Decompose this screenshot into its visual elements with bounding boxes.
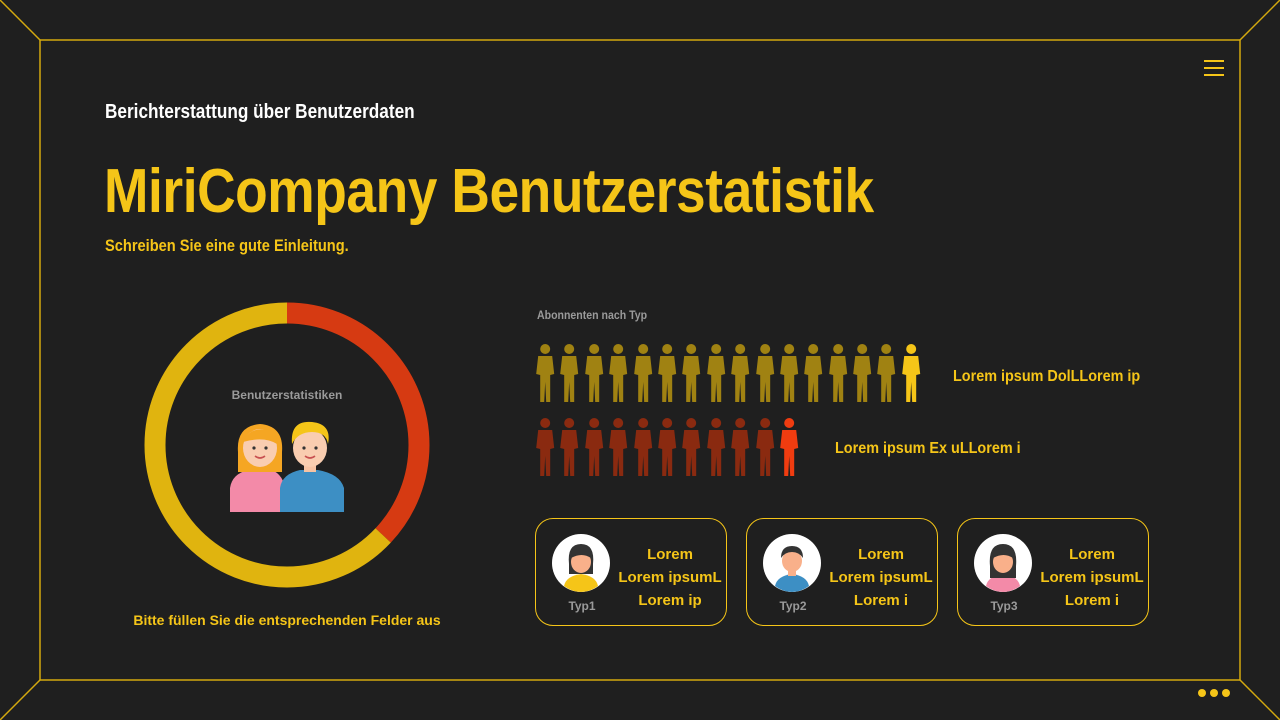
page-title: MiriCompany Benutzerstatistik	[104, 157, 874, 226]
card-type: Typ3	[990, 599, 1018, 613]
person-icon	[560, 344, 579, 402]
person-icon	[584, 418, 603, 476]
person-icon	[584, 344, 603, 402]
person-icon	[877, 344, 896, 402]
woman-avatar-icon	[552, 534, 610, 592]
person-icon	[560, 418, 579, 476]
user-stats-donut	[144, 302, 430, 588]
person-icon	[633, 344, 652, 402]
subscribers-label: Abonnenten nach Typ	[537, 308, 648, 322]
person-icon	[536, 418, 555, 476]
person-icon	[780, 418, 799, 476]
person-icon	[706, 344, 725, 402]
person-icon	[658, 344, 677, 402]
person-icon	[706, 418, 725, 476]
menu-icon[interactable]	[1204, 60, 1224, 78]
donut-caption: Bitte füllen Sie die entsprechenden Feld…	[133, 612, 441, 628]
person-icon	[804, 344, 823, 402]
type-card-2[interactable]: Typ2 Lorem Lorem ipsumL Lorem i	[746, 518, 938, 626]
donut-label: Benutzerstatistiken	[231, 388, 343, 402]
woman-avatar-icon	[974, 534, 1032, 592]
person-icon	[853, 344, 872, 402]
people-row-1	[533, 342, 923, 402]
card-text: Lorem Lorem ipsumL Lorem i	[1040, 546, 1144, 609]
page-subtitle: Schreiben Sie eine gute Einleitung.	[105, 236, 349, 255]
row-label-1: Lorem ipsum DolLLorem ip	[953, 368, 1141, 385]
person-icon	[682, 344, 701, 402]
person-icon	[731, 418, 750, 476]
person-icon	[682, 418, 701, 476]
type-card-1[interactable]: Typ1 Lorem Lorem ipsumL Lorem ip	[535, 518, 727, 626]
card-text: Lorem Lorem ipsumL Lorem i	[829, 546, 933, 609]
person-icon	[633, 418, 652, 476]
card-text: Lorem Lorem ipsumL Lorem ip	[618, 546, 722, 609]
person-icon	[536, 344, 555, 402]
more-dots-icon[interactable]	[1198, 689, 1230, 697]
card-type: Typ2	[779, 599, 807, 613]
person-icon	[780, 344, 799, 402]
person-icon	[755, 344, 774, 402]
person-icon	[828, 344, 847, 402]
person-icon	[658, 418, 677, 476]
type-card-3[interactable]: Typ3 Lorem Lorem ipsumL Lorem i	[957, 518, 1149, 626]
man-avatar-icon	[763, 534, 821, 592]
row-label-2: Lorem ipsum Ex uLLorem i	[835, 440, 1021, 457]
people-row-2	[533, 416, 801, 476]
donut-segment-2	[144, 302, 430, 588]
page-kicker: Berichterstattung über Benutzerdaten	[105, 101, 415, 123]
card-type: Typ1	[568, 599, 596, 613]
person-icon	[902, 344, 921, 402]
person-icon	[609, 344, 628, 402]
users-icon	[230, 421, 344, 512]
person-icon	[755, 418, 774, 476]
person-icon	[731, 344, 750, 402]
person-icon	[609, 418, 628, 476]
